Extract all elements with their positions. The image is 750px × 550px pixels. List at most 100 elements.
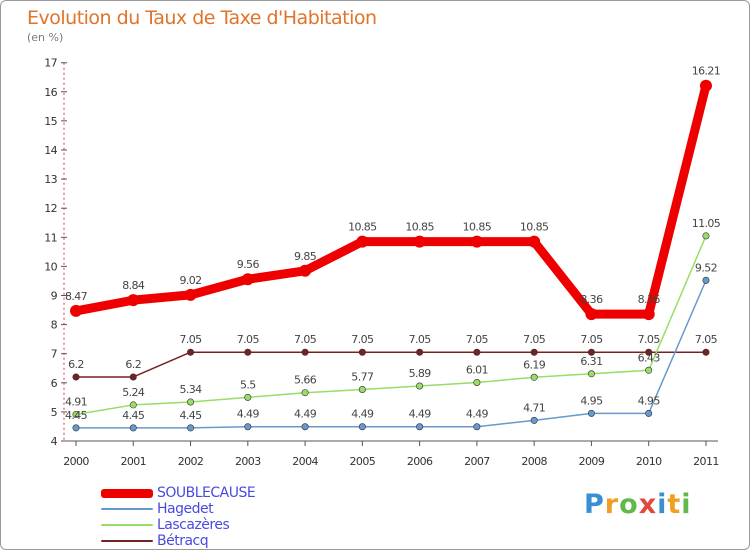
data-point [358, 348, 366, 356]
data-label: 7.05 [179, 333, 202, 346]
x-tick-label: 2011 [693, 455, 719, 468]
series-line-0 [71, 81, 711, 319]
data-label: 5.24 [122, 386, 145, 399]
data-label: 16.21 [692, 65, 721, 78]
data-label: 6.19 [523, 358, 546, 371]
data-label: 10.85 [463, 221, 492, 234]
data-point [301, 348, 309, 356]
data-point [301, 423, 309, 431]
data-label: 6.43 [638, 351, 661, 364]
data-label: 5.66 [294, 374, 317, 387]
data-label: 4.49 [294, 408, 317, 421]
data-point [473, 348, 481, 356]
data-point [356, 235, 369, 248]
data-label: 4.49 [409, 408, 432, 421]
data-label: 4.49 [351, 408, 374, 421]
data-label: 9.52 [695, 261, 717, 274]
data-point [416, 423, 424, 431]
data-point [241, 273, 254, 286]
data-label: 7.05 [237, 333, 260, 346]
legend-swatch [101, 488, 153, 498]
x-tick-label: 2007 [464, 455, 490, 468]
data-point [129, 424, 137, 432]
legend-swatch [101, 508, 153, 510]
data-label: 7.05 [409, 333, 432, 346]
data-point [416, 382, 424, 390]
data-label: 7.05 [580, 333, 603, 346]
x-tick-label: 2005 [350, 455, 376, 468]
y-tick-label: 9 [51, 290, 58, 303]
data-point [127, 294, 140, 307]
x-tick-label: 2008 [521, 455, 547, 468]
data-label: 7.05 [695, 333, 718, 346]
legend-label: Hagedet [157, 501, 214, 517]
data-label: 7.05 [638, 333, 661, 346]
x-tick-label: 2000 [63, 455, 89, 468]
y-tick-label: 17 [44, 57, 57, 70]
legend-label: Bétracq [157, 533, 209, 549]
x-tick-label: 2004 [292, 455, 318, 468]
series-lines [70, 79, 712, 432]
data-label: 8.36 [638, 293, 661, 306]
data-point [358, 385, 366, 393]
data-label: 4.91 [65, 396, 87, 409]
data-label: 5.89 [409, 367, 432, 380]
y-tick-label: 14 [44, 144, 57, 157]
axes: 4 5 6 7 8 9 10 11 12 13 14 15 16 17 2000 2001 2002 2003 20… [44, 57, 719, 468]
series-line-1 [75, 279, 707, 429]
data-point [299, 264, 312, 277]
data-point [530, 373, 538, 381]
data-label: 4.95 [580, 394, 603, 407]
data-label: 4.45 [65, 409, 88, 422]
data-label: 8.84 [122, 279, 145, 292]
y-tick-label: 4 [51, 435, 58, 448]
data-label: 4.49 [466, 408, 489, 421]
data-point [70, 304, 82, 317]
data-point [72, 411, 80, 419]
data-point [473, 379, 481, 387]
data-point [72, 373, 80, 381]
logo-letter: x [638, 489, 658, 520]
data-point [129, 373, 137, 381]
data-labels: 8.47 8.84 9.02 9.56 9.85 10.85 10.85 10.85 10.85… [65, 65, 721, 422]
data-point [587, 409, 595, 417]
y-tick-label: 7 [51, 348, 58, 361]
x-tick-label: 2001 [120, 455, 146, 468]
data-label: 4.71 [523, 401, 545, 414]
data-point [645, 409, 653, 417]
data-point [187, 348, 195, 356]
data-point [358, 423, 366, 431]
legend-swatch [101, 524, 153, 526]
data-label: 7.05 [351, 333, 374, 346]
data-label: 5.77 [351, 370, 374, 383]
data-label: 4.45 [122, 409, 145, 422]
data-point [244, 393, 252, 401]
data-point [699, 79, 712, 92]
y-tick-label: 13 [44, 173, 57, 186]
y-tick-label: 16 [44, 86, 57, 99]
x-tick-label: 2003 [235, 455, 261, 468]
data-label: 10.85 [520, 221, 549, 234]
data-point [645, 348, 653, 356]
data-label: 6.01 [466, 364, 488, 377]
legend-label: Lascazères [157, 517, 230, 533]
data-point [72, 424, 80, 432]
data-label: 5.5 [240, 378, 256, 391]
data-point [587, 348, 595, 356]
data-point [702, 276, 710, 284]
data-label: 6.2 [68, 358, 84, 371]
x-tick-label: 2010 [636, 455, 662, 468]
data-point [244, 348, 252, 356]
y-tick-label: 12 [44, 202, 57, 215]
logo-letter: t [667, 489, 682, 520]
data-point [530, 416, 538, 424]
data-label: 4.45 [179, 409, 202, 422]
chart-subtitle: (en %) [27, 31, 64, 44]
data-point [530, 348, 538, 356]
x-tick-label: 2009 [579, 455, 605, 468]
data-point [416, 348, 424, 356]
data-label: 11.05 [692, 217, 721, 230]
logo-letter: P [584, 489, 605, 520]
logo-letter: r [604, 489, 620, 520]
